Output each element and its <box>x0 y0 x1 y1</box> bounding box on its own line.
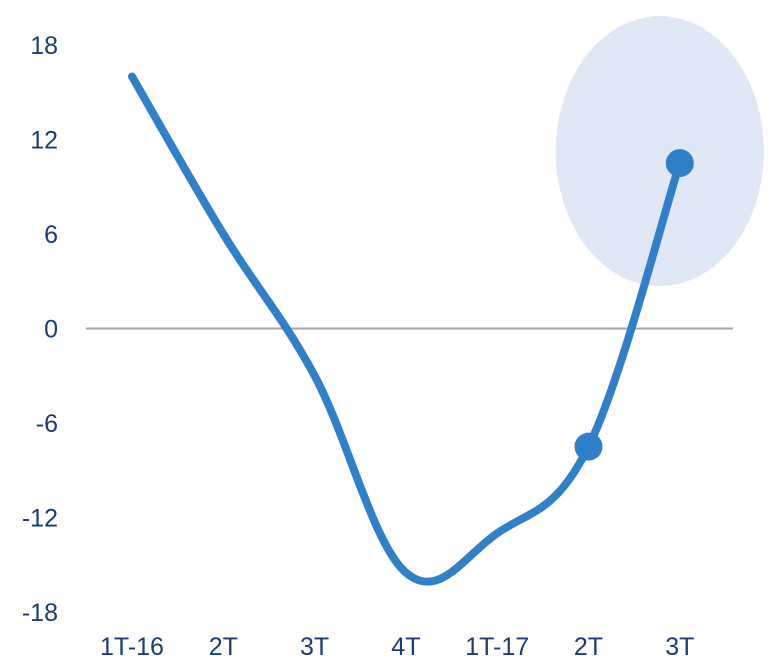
x-tick-label: 3T <box>300 633 329 661</box>
x-tick-label: 3T <box>665 633 694 661</box>
x-tick-label: 1T-16 <box>100 633 164 661</box>
x-tick-label: 2T <box>574 633 603 661</box>
data-point-marker <box>665 149 694 178</box>
x-tick-label: 1T-17 <box>465 633 529 661</box>
y-tick-label: -6 <box>36 410 58 438</box>
callout-highlight <box>555 16 764 287</box>
callout-layer <box>555 16 764 287</box>
y-tick-label: 12 <box>30 127 58 155</box>
y-tick-label: 6 <box>44 221 58 249</box>
data-point-marker <box>574 432 603 461</box>
series-layer <box>128 72 694 586</box>
y-tick-label: 18 <box>30 32 58 60</box>
series-line <box>128 72 684 586</box>
label-layer: 18 12 6 0 -6 -12 -18 1T-16 2T 3T 4T 1T-17 2T 3T <box>22 32 695 661</box>
y-tick-label: -12 <box>22 505 58 533</box>
x-tick-label: 2T <box>209 633 238 661</box>
y-tick-label: 0 <box>44 316 58 344</box>
x-tick-label: 4T <box>391 633 420 661</box>
y-tick-label: -18 <box>22 599 58 627</box>
